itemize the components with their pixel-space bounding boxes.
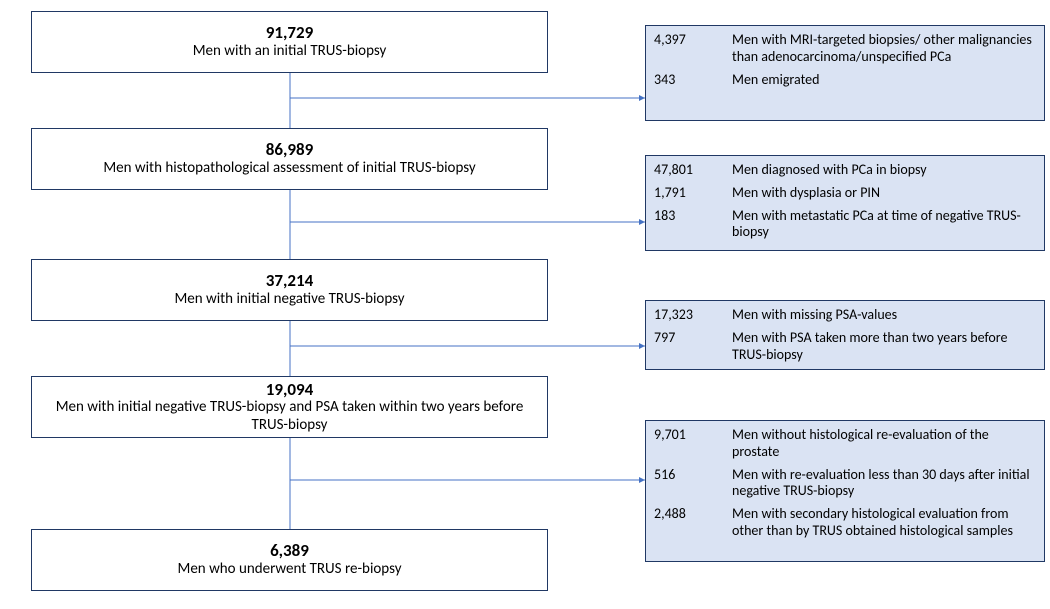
- exclusion-row-text: Men with missing PSA-values: [732, 307, 1036, 324]
- exclusion-row: 9,701Men without histological re-evaluat…: [654, 427, 1036, 461]
- exclusion-row-text: Men with PSA taken more than two years b…: [732, 330, 1036, 364]
- exclusion-row: 4,397Men with MRI-targeted biopsies/ oth…: [654, 32, 1036, 66]
- exclusion-row-number: 47,801: [654, 162, 732, 179]
- main-box-desc: Men with an initial TRUS-biopsy: [193, 43, 387, 61]
- main-box-4: 19,094Men with initial negative TRUS-bio…: [31, 376, 548, 438]
- exclusion-row-number: 516: [654, 467, 732, 484]
- exclusion-row: 183Men with metastatic PCa at time of ne…: [654, 208, 1036, 242]
- exclusion-row-text: Men with MRI-targeted biopsies/ other ma…: [732, 32, 1036, 66]
- exclusion-row-text: Men with re-evaluation less than 30 days…: [732, 467, 1036, 501]
- main-box-desc: Men with histopathological assessment of…: [103, 160, 475, 178]
- exclusion-box-3: 17,323Men with missing PSA-values797Men …: [645, 300, 1045, 370]
- exclusion-row-number: 4,397: [654, 32, 732, 49]
- exclusion-row: 516Men with re-evaluation less than 30 d…: [654, 467, 1036, 501]
- exclusion-row: 17,323Men with missing PSA-values: [654, 307, 1036, 324]
- exclusion-row-text: Men without histological re-evaluation o…: [732, 427, 1036, 461]
- exclusion-row-number: 9,701: [654, 427, 732, 444]
- exclusion-row-number: 17,323: [654, 307, 732, 324]
- main-box-3: 37,214Men with initial negative TRUS-bio…: [31, 259, 548, 321]
- exclusion-box-2: 47,801Men diagnosed with PCa in biopsy1,…: [645, 155, 1045, 251]
- main-box-1: 91,729Men with an initial TRUS-biopsy: [31, 11, 548, 73]
- exclusion-box-1: 4,397Men with MRI-targeted biopsies/ oth…: [645, 25, 1045, 121]
- main-box-2: 86,989Men with histopathological assessm…: [31, 128, 548, 190]
- main-box-desc: Men with initial negative TRUS-biopsy: [174, 291, 404, 309]
- flowchart-canvas: 91,729Men with an initial TRUS-biopsy 86,…: [0, 0, 1050, 609]
- exclusion-row: 2,488Men with secondary histological eva…: [654, 506, 1036, 540]
- exclusion-row-number: 797: [654, 330, 732, 347]
- exclusion-row: 343Men emigrated: [654, 72, 1036, 89]
- main-box-number: 19,094: [266, 380, 313, 400]
- exclusion-row-text: Men with metastatic PCa at time of negat…: [732, 208, 1036, 242]
- main-box-number: 6,389: [270, 541, 309, 561]
- exclusion-row-text: Men with dysplasia or PIN: [732, 185, 1036, 202]
- exclusion-row-number: 343: [654, 72, 732, 89]
- main-box-number: 37,214: [266, 271, 313, 291]
- exclusion-row-number: 2,488: [654, 506, 732, 523]
- main-box-5: 6,389Men who underwent TRUS re-biopsy: [31, 529, 548, 591]
- exclusion-row: 1,791Men with dysplasia or PIN: [654, 185, 1036, 202]
- main-box-number: 86,989: [266, 140, 313, 160]
- main-box-desc: Men who underwent TRUS re-biopsy: [178, 561, 402, 579]
- exclusion-row-number: 1,791: [654, 185, 732, 202]
- exclusion-row-text: Men diagnosed with PCa in biopsy: [732, 162, 1036, 179]
- exclusion-row: 797Men with PSA taken more than two year…: [654, 330, 1036, 364]
- exclusion-box-4: 9,701Men without histological re-evaluat…: [645, 420, 1045, 562]
- exclusion-row-text: Men emigrated: [732, 72, 1036, 89]
- exclusion-row-text: Men with secondary histological evaluati…: [732, 506, 1036, 540]
- main-box-number: 91,729: [266, 23, 313, 43]
- main-box-desc: Men with initial negative TRUS-biopsy an…: [40, 399, 539, 434]
- exclusion-row: 47,801Men diagnosed with PCa in biopsy: [654, 162, 1036, 179]
- exclusion-row-number: 183: [654, 208, 732, 225]
